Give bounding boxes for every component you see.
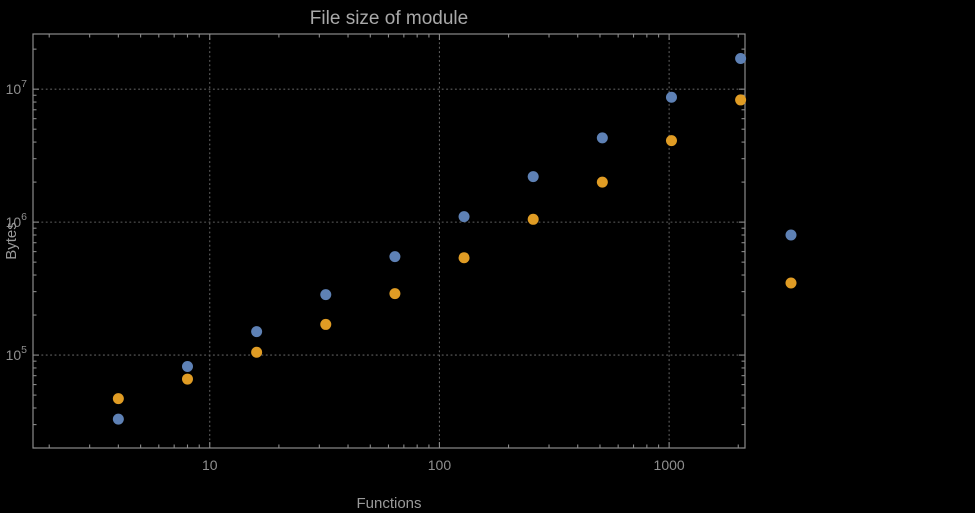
data-point <box>458 252 470 264</box>
data-point <box>665 91 677 103</box>
data-point <box>458 211 470 223</box>
chart-title: File size of module <box>310 8 468 29</box>
data-point <box>527 213 539 225</box>
data-point <box>112 413 124 425</box>
data-point <box>389 288 401 300</box>
x-axis-label: Functions <box>356 495 421 512</box>
data-point <box>527 171 539 183</box>
data-point <box>389 251 401 263</box>
plot-frame <box>32 33 746 449</box>
data-point <box>181 373 193 385</box>
data-point <box>251 346 263 358</box>
data-point <box>596 176 608 188</box>
x-tick-label: 1000 <box>654 457 685 473</box>
series-1-blue <box>112 53 747 425</box>
y-tick-label: 107 <box>6 78 28 97</box>
data-point <box>320 289 332 301</box>
data-point <box>735 94 747 106</box>
x-tick-label: 10 <box>202 457 218 473</box>
y-tick-label: 106 <box>6 211 28 230</box>
data-point <box>112 393 124 405</box>
x-tick-label: 100 <box>428 457 452 473</box>
legend-marker <box>785 277 797 289</box>
legend <box>785 229 797 289</box>
data-point <box>665 135 677 147</box>
legend-marker <box>785 229 797 241</box>
y-axis-label: Bytes <box>3 222 20 260</box>
data-point <box>251 326 263 338</box>
data-point <box>596 132 608 144</box>
frame-ticks <box>33 34 745 449</box>
tick-labels: 10 100 1000 105 106 107 <box>6 78 685 473</box>
data-series <box>112 53 747 425</box>
data-point <box>735 53 747 65</box>
y-tick-label: 105 <box>6 344 28 363</box>
data-point <box>320 318 332 330</box>
series-2-orange <box>112 94 747 405</box>
data-point <box>181 361 193 373</box>
gridlines <box>32 33 746 449</box>
